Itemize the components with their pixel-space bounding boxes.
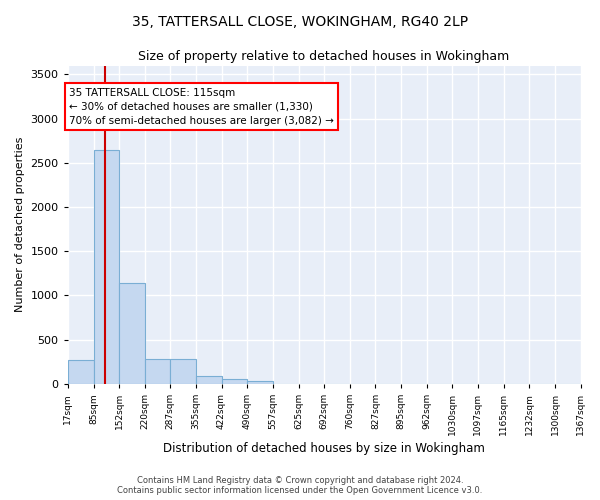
Text: 35, TATTERSALL CLOSE, WOKINGHAM, RG40 2LP: 35, TATTERSALL CLOSE, WOKINGHAM, RG40 2L… [132,15,468,29]
Bar [145,358,170,384]
Bar [119,283,145,384]
Bar [247,381,273,384]
Text: 35 TATTERSALL CLOSE: 115sqm
← 30% of detached houses are smaller (1,330)
70% of : 35 TATTERSALL CLOSE: 115sqm ← 30% of det… [69,88,334,126]
Bar [196,376,221,384]
X-axis label: Distribution of detached houses by size in Wokingham: Distribution of detached houses by size … [163,442,485,455]
Bar [68,360,94,384]
Title: Size of property relative to detached houses in Wokingham: Size of property relative to detached ho… [139,50,510,63]
Bar [170,358,196,384]
Text: Contains HM Land Registry data © Crown copyright and database right 2024.
Contai: Contains HM Land Registry data © Crown c… [118,476,482,495]
Y-axis label: Number of detached properties: Number of detached properties [15,137,25,312]
Bar [221,379,247,384]
Bar [94,150,119,384]
